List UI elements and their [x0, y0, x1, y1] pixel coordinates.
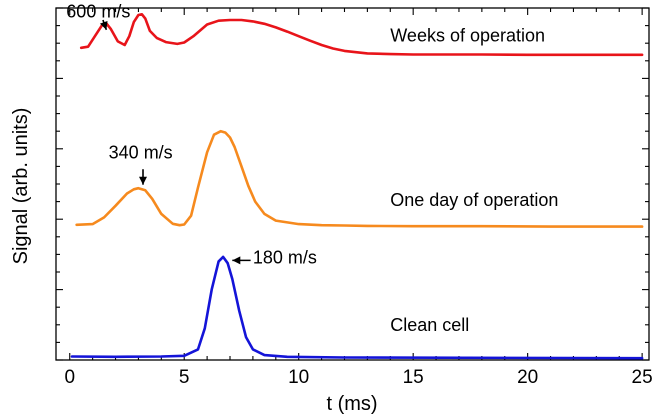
velocity-annotation: 600 m/s	[66, 2, 130, 22]
series-label: Weeks of operation	[390, 25, 545, 45]
velocity-annotation: 340 m/s	[109, 143, 173, 163]
x-tick-label: 25	[632, 367, 653, 388]
x-tick-label: 20	[517, 367, 538, 388]
velocity-annotation: 180 m/s	[253, 248, 317, 268]
x-tick-label: 5	[179, 367, 190, 388]
series-label: One day of operation	[390, 190, 558, 210]
annotation-arrowhead	[139, 176, 148, 185]
annotation-arrowhead	[232, 256, 241, 265]
x-tick-label: 0	[64, 367, 75, 388]
axis-ticks	[56, 7, 649, 361]
x-tick-label: 10	[288, 367, 309, 388]
plot-frame	[55, 7, 650, 361]
y-axis-title: Signal (arb. units)	[10, 108, 32, 265]
series-layer	[70, 13, 644, 360]
series-line-2	[75, 129, 644, 228]
x-tick-label: 15	[403, 367, 424, 388]
series-line-3	[70, 255, 644, 360]
x-axis-title: t (ms)	[326, 393, 377, 415]
annotation-layer: Weeks of operation One day of operation Cl…	[66, 2, 558, 336]
series-label: Clean cell	[390, 315, 469, 335]
annotation-arrowhead	[99, 20, 108, 30]
x-tick-labels: 0 5 10 15 20 25	[64, 367, 652, 388]
series-line-1	[79, 13, 644, 57]
